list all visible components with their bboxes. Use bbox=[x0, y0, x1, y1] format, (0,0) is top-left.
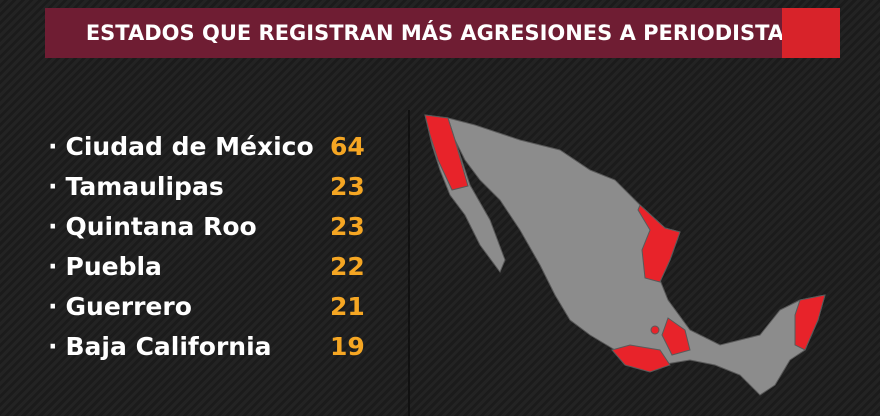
baja-california bbox=[424, 114, 469, 191]
title: ESTADOS QUE REGISTRAN MÁS AGRESIONES A P… bbox=[85, 21, 800, 45]
ciudad-de-mexico bbox=[650, 325, 660, 335]
count: 21 bbox=[330, 292, 365, 321]
state-name: · Ciudad de México bbox=[48, 127, 314, 167]
state-name: · Puebla bbox=[48, 247, 162, 287]
logo bbox=[782, 8, 840, 58]
state-label: Puebla bbox=[65, 252, 162, 281]
list-row: · Quintana Roo 23 bbox=[48, 207, 378, 247]
state-list: · Ciudad de México 64 · Tamaulipas 23 · Quintan… bbox=[48, 127, 378, 367]
bullet: · bbox=[48, 292, 58, 321]
state-name: · Tamaulipas bbox=[48, 167, 224, 207]
state-name: · Baja California bbox=[48, 327, 272, 367]
bullet: · bbox=[48, 332, 58, 361]
bullet: · bbox=[48, 252, 58, 281]
state-name: · Quintana Roo bbox=[48, 207, 257, 247]
bullet: · bbox=[48, 212, 58, 241]
quintana-roo bbox=[794, 294, 826, 351]
list-row: · Tamaulipas 23 bbox=[48, 167, 378, 207]
bullet: · bbox=[48, 132, 58, 161]
list-row: · Guerrero 21 bbox=[48, 287, 378, 327]
state-label: Tamaulipas bbox=[65, 172, 224, 201]
state-label: Quintana Roo bbox=[65, 212, 257, 241]
title-banner: ESTADOS QUE REGISTRAN MÁS AGRESIONES A P… bbox=[45, 8, 840, 58]
count: 19 bbox=[330, 332, 365, 361]
count: 23 bbox=[330, 172, 365, 201]
guerrero bbox=[611, 344, 671, 373]
bullet: · bbox=[48, 172, 58, 201]
state-name: · Guerrero bbox=[48, 287, 192, 327]
count: 22 bbox=[330, 252, 365, 281]
state-label: Guerrero bbox=[65, 292, 192, 321]
list-row: · Ciudad de México 64 bbox=[48, 127, 378, 167]
list-row: · Baja California 19 bbox=[48, 327, 378, 367]
state-label: Ciudad de México bbox=[65, 132, 314, 161]
tamaulipas bbox=[637, 204, 681, 283]
count: 64 bbox=[330, 132, 365, 161]
divider bbox=[408, 110, 410, 416]
count: 23 bbox=[330, 212, 365, 241]
state-label: Baja California bbox=[65, 332, 272, 361]
puebla bbox=[661, 317, 691, 356]
list-row: · Puebla 22 bbox=[48, 247, 378, 287]
